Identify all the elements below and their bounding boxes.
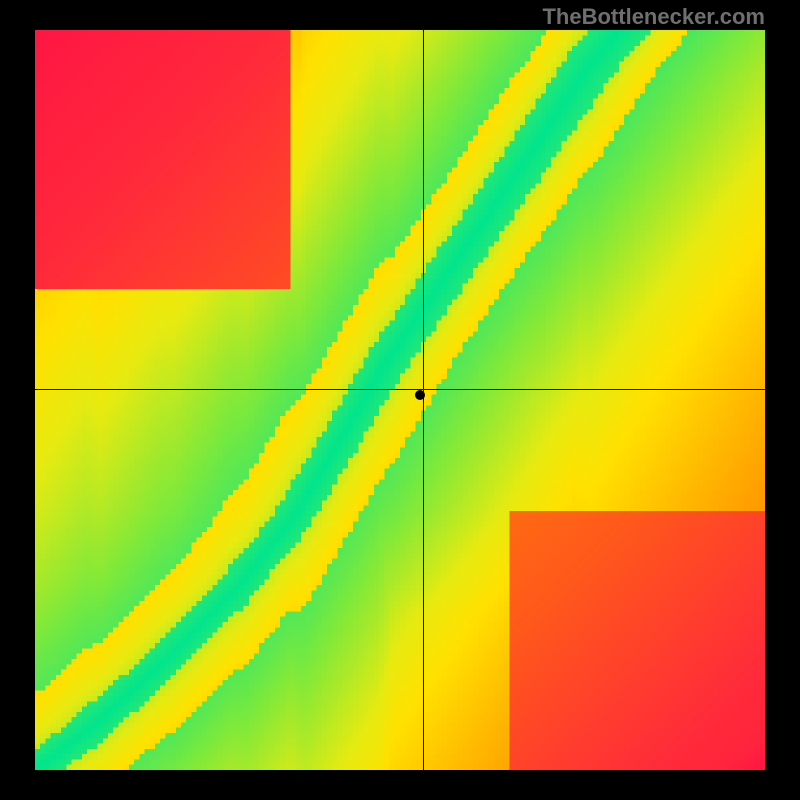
crosshair-marker <box>415 390 425 400</box>
heatmap-plot <box>35 30 765 770</box>
crosshair-vertical <box>423 30 424 770</box>
heatmap-canvas <box>35 30 765 770</box>
watermark-text: TheBottlenecker.com <box>542 4 765 30</box>
crosshair-horizontal <box>35 389 765 390</box>
